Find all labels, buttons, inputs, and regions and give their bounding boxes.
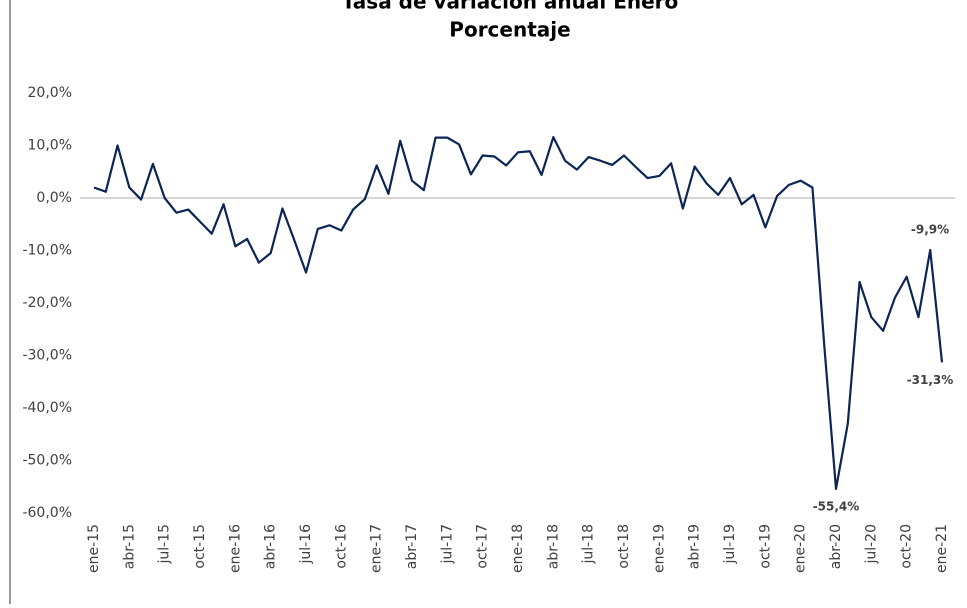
y-tick-label: 20,0% [28,85,72,101]
x-tick-label: ene-19 [651,524,667,573]
y-tick-label: 0,0% [36,190,72,206]
y-tick-label: -10,0% [22,243,72,259]
y-tick-label: -40,0% [22,400,72,416]
x-tick-label: jul-17 [439,524,455,565]
x-tick-label: ene-16 [227,524,243,573]
x-tick-label: jul-19 [722,524,738,565]
data-label: -9,9% [911,222,949,236]
x-tick-label: jul-18 [581,524,597,565]
x-tick-label: abr-19 [687,524,703,569]
x-tick-label: oct-20 [899,524,915,569]
x-tick-label: abr-20 [828,524,844,569]
series-line [93,136,944,490]
x-tick-label: abr-17 [404,524,420,569]
y-tick-label: -20,0% [22,295,72,311]
data-label: -31,3% [907,373,954,387]
x-tick-label: ene-17 [369,524,385,573]
x-tick-label: oct-17 [475,524,491,569]
chart-subtitle: Porcentaje [449,18,570,42]
x-tick-label: abr-15 [121,524,137,569]
x-tick-label: oct-16 [333,524,349,569]
x-tick-label: ene-15 [86,524,102,573]
x-tick-label: ene-21 [934,524,950,573]
data-label: -55,4% [813,499,860,513]
x-tick-label: ene-20 [793,524,809,573]
y-tick-label: 10,0% [28,138,72,154]
x-tick-label: abr-18 [545,524,561,569]
y-tick-label: -50,0% [22,453,72,469]
chart-title: Tasa de variación anual Enero [342,0,679,14]
x-tick-label: jul-16 [298,524,314,565]
x-tick-label: jul-15 [157,524,173,565]
x-tick-label: oct-19 [757,524,773,569]
x-tick-label: oct-15 [192,524,208,569]
x-tick-label: abr-16 [263,524,279,569]
y-tick-label: -30,0% [22,348,72,364]
x-tick-label: ene-18 [510,524,526,573]
x-tick-label: jul-20 [863,524,879,565]
y-tick-label: -60,0% [22,505,72,521]
x-tick-label: oct-18 [616,524,632,569]
